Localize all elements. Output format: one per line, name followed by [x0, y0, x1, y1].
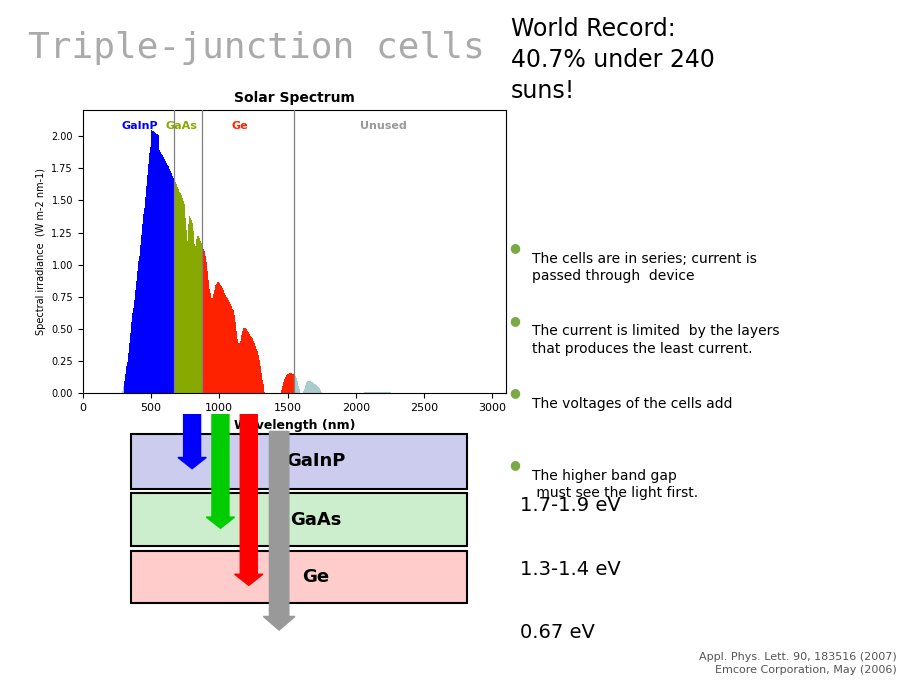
Text: ●: ●: [509, 314, 520, 326]
Y-axis label: Spectral irradiance  (W m-2 nm-1): Spectral irradiance (W m-2 nm-1): [36, 168, 46, 335]
Text: 0.67 eV: 0.67 eV: [519, 623, 594, 642]
FancyArrow shape: [263, 431, 295, 630]
Bar: [131, 493, 467, 546]
Text: The cells are in series; current is
passed through  device: The cells are in series; current is pass…: [531, 252, 755, 283]
Text: GaInP: GaInP: [121, 121, 158, 131]
Text: ●: ●: [509, 241, 520, 254]
Text: The voltages of the cells add: The voltages of the cells add: [531, 397, 732, 411]
Text: The higher band gap
 must see the light first.: The higher band gap must see the light f…: [531, 469, 698, 500]
Text: ●: ●: [509, 459, 520, 471]
Text: ●: ●: [509, 386, 520, 399]
Text: 1.7-1.9 eV: 1.7-1.9 eV: [519, 495, 620, 515]
Text: Appl. Phys. Lett. 90, 183516 (2007)
Emcore Corporation, May (2006): Appl. Phys. Lett. 90, 183516 (2007) Emco…: [698, 651, 896, 675]
X-axis label: Wavelength (nm): Wavelength (nm): [233, 419, 355, 431]
FancyArrow shape: [234, 402, 263, 585]
Title: Solar Spectrum: Solar Spectrum: [233, 91, 355, 105]
Text: Triple-junction cells: Triple-junction cells: [28, 31, 483, 65]
Text: World Record:
40.7% under 240
suns!: World Record: 40.7% under 240 suns!: [510, 17, 714, 103]
Text: GaInP: GaInP: [286, 452, 346, 470]
Text: Unused: Unused: [359, 121, 406, 131]
FancyArrow shape: [177, 402, 206, 469]
Text: GaAs: GaAs: [290, 511, 342, 529]
Text: 1.3-1.4 eV: 1.3-1.4 eV: [519, 560, 620, 579]
Bar: [131, 551, 467, 603]
Bar: [131, 434, 467, 489]
Text: Ge: Ge: [232, 121, 248, 131]
Text: The current is limited  by the layers
that produces the least current.: The current is limited by the layers tha…: [531, 324, 778, 355]
FancyArrow shape: [206, 402, 234, 529]
Text: Ge: Ge: [302, 568, 329, 586]
Text: GaAs: GaAs: [165, 121, 197, 131]
